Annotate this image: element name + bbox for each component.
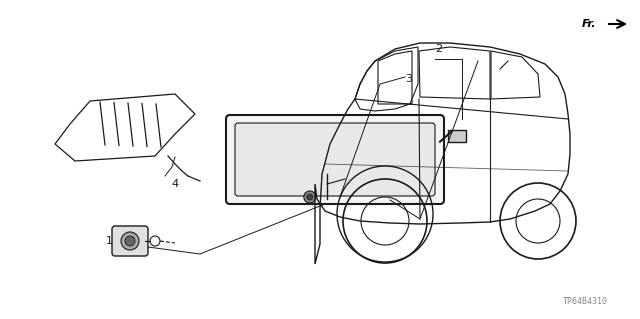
Text: TP64B4310: TP64B4310	[563, 296, 607, 306]
FancyBboxPatch shape	[235, 123, 435, 196]
Circle shape	[307, 194, 313, 200]
Circle shape	[304, 191, 316, 203]
FancyBboxPatch shape	[448, 130, 466, 142]
Circle shape	[121, 232, 139, 250]
Circle shape	[125, 236, 135, 246]
Text: 4: 4	[172, 179, 179, 189]
FancyBboxPatch shape	[226, 115, 444, 204]
Text: 1: 1	[106, 236, 113, 246]
Text: Fr.: Fr.	[582, 19, 596, 29]
Text: 3: 3	[405, 74, 412, 84]
Text: 2: 2	[435, 44, 442, 54]
FancyBboxPatch shape	[112, 226, 148, 256]
